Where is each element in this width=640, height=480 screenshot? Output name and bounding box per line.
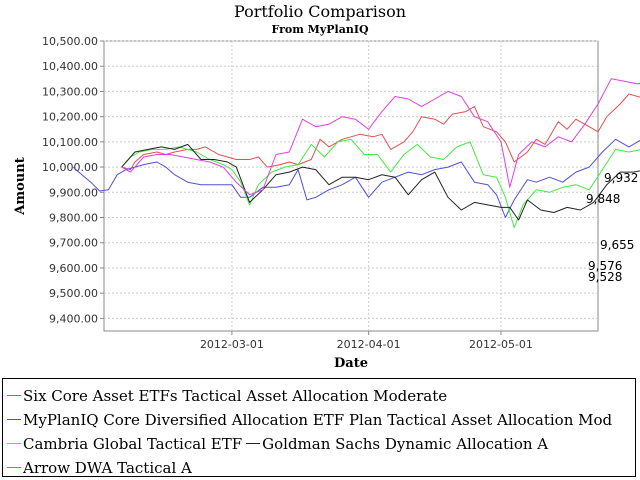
series-lines: [72, 78, 640, 229]
legend-swatch: [7, 467, 21, 468]
legend-label: Arrow DWA Tactical A: [23, 458, 192, 477]
legend-label: MyPlanIQ Core Diversified Allocation ETF…: [23, 410, 613, 429]
legend-row: Cambria Global Tactical ETF Goldman Sachs…: [7, 429, 552, 453]
chart-title: Portfolio Comparison: [234, 2, 406, 21]
x-tick-label: 2012-05-01: [469, 338, 533, 351]
end-value-label: 9,932: [604, 171, 638, 185]
legend-swatch: [246, 443, 261, 444]
y-tick-label: 10,200.00: [42, 111, 98, 124]
series-line-5: [121, 78, 640, 196]
plot-area: [103, 40, 599, 332]
x-tick-label: 2012-03-01: [200, 338, 264, 351]
end-value-label: 9,576: [588, 259, 622, 273]
y-tick-label: 9,500.00: [49, 287, 98, 300]
y-tick-label: 9,800.00: [49, 212, 98, 225]
legend-item: Six Core Asset ETFs Tactical Asset Alloc…: [7, 386, 447, 406]
y-axis: 9,400.00 9,500.00 9,600.00 9,700.00 9,800.00…: [42, 35, 104, 325]
legend-item: Goldman Sachs Dynamic Allocation A: [246, 434, 548, 454]
y-tick-label: 10,300.00: [42, 85, 98, 98]
x-tick-label: 2012-04-01: [337, 338, 401, 351]
legend-swatch: [7, 443, 21, 444]
legend-label: Six Core Asset ETFs Tactical Asset Alloc…: [23, 386, 448, 405]
legend: Six Core Asset ETFs Tactical Asset Alloc…: [2, 378, 636, 477]
legend-label: Cambria Global Tactical ETF: [23, 434, 243, 453]
y-tick-label: 10,400.00: [42, 60, 98, 73]
y-tick-label: 9,400.00: [49, 312, 98, 325]
portfolio-chart: Portfolio Comparison From MyPlanIQ 9,400…: [13, 2, 640, 371]
legend-row: Arrow DWA Tactical A: [7, 453, 196, 476]
x-axis: 2012-03-01 2012-04-01 2012-05-01: [200, 331, 533, 351]
end-value-label: 9,528: [588, 270, 622, 284]
y-tick-label: 9,700.00: [49, 237, 98, 250]
y-tick-label: 10,100.00: [42, 136, 98, 149]
series-line-3: [121, 138, 640, 229]
legend-item: Cambria Global Tactical ETF: [7, 434, 242, 454]
series-line-4: [121, 143, 640, 221]
chart-subtitle: From MyPlanIQ: [271, 23, 369, 36]
legend-item: Arrow DWA Tactical A: [7, 458, 192, 477]
series-line-1: [121, 93, 640, 171]
y-tick-label: 9,900.00: [49, 186, 98, 199]
legend-swatch: [7, 395, 21, 396]
legend-row: MyPlanIQ Core Diversified Allocation ETF…: [7, 405, 616, 429]
legend-row: Six Core Asset ETFs Tactical Asset Alloc…: [7, 381, 451, 405]
end-value-label: 9,655: [600, 238, 634, 252]
end-value-label: 9,848: [586, 192, 620, 206]
legend-item: MyPlanIQ Core Diversified Allocation ETF…: [7, 410, 612, 430]
legend-label: Goldman Sachs Dynamic Allocation A: [262, 434, 549, 453]
y-tick-label: 10,500.00: [42, 35, 98, 48]
legend-swatch: [7, 419, 21, 420]
y-tick-label: 10,000.00: [42, 161, 98, 174]
x-axis-label: Date: [334, 356, 368, 371]
y-axis-label: Amount: [13, 157, 28, 215]
y-tick-label: 9,600.00: [49, 262, 98, 275]
